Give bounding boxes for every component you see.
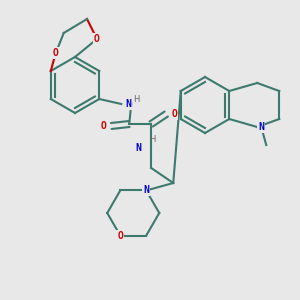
Text: N: N bbox=[143, 185, 149, 196]
Text: H: H bbox=[133, 94, 140, 103]
Text: N: N bbox=[258, 122, 264, 132]
Text: O: O bbox=[171, 109, 177, 119]
Text: H: H bbox=[149, 136, 156, 145]
Text: N: N bbox=[125, 99, 131, 109]
Text: O: O bbox=[117, 230, 123, 241]
Text: N: N bbox=[135, 143, 141, 153]
Text: O: O bbox=[53, 48, 59, 58]
Text: O: O bbox=[100, 121, 106, 131]
Text: O: O bbox=[94, 34, 100, 44]
